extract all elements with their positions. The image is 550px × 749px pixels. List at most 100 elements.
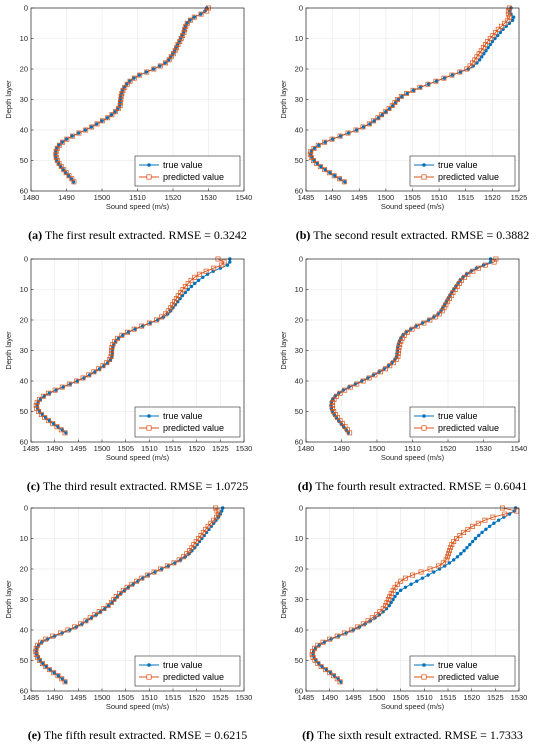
predicted-value-point [104, 360, 110, 366]
y-tick-label: 20 [295, 65, 303, 74]
predicted-value-point [146, 320, 152, 326]
predicted-value-point [342, 424, 348, 430]
caption-letter: (d) [297, 479, 313, 493]
true-value-point [163, 61, 167, 65]
series-group [33, 505, 225, 685]
predicted-value-point [410, 87, 416, 93]
true-value-point [353, 382, 358, 386]
y-tick-label: 0 [24, 255, 28, 264]
legend-marker-square [146, 174, 152, 180]
predicted-value-point [311, 145, 317, 151]
predicted-value-point [337, 176, 342, 182]
predicted-value-point [402, 575, 408, 581]
predicted-value-point [476, 265, 481, 271]
true-value-point [196, 278, 201, 283]
predicted-value-point [129, 581, 135, 587]
predicted-value-point [397, 341, 403, 347]
predicted-value-point [181, 29, 187, 35]
predicted-value-point [415, 323, 420, 329]
predicted-value-point [118, 100, 123, 105]
predicted-value-point [398, 93, 404, 99]
x-tick-label: 1490 [333, 444, 350, 453]
chart-caption: (b) The second result extracted. RMSE = … [275, 228, 550, 243]
caption-letter: (a) [28, 228, 43, 242]
x-tick-label: 1525 [212, 693, 229, 702]
true-value-point [395, 591, 400, 596]
predicted-value-point [35, 642, 41, 648]
predicted-value-point [337, 133, 343, 139]
predicted-value-point [58, 164, 64, 170]
predicted-value-point [108, 354, 114, 360]
true-value-point [189, 284, 194, 289]
predicted-value-point [80, 375, 86, 381]
x-tick-label: 1495 [345, 693, 362, 702]
predicted-value-point [144, 572, 150, 578]
predicted-value-point [53, 148, 59, 154]
y-tick-label: 40 [295, 626, 303, 635]
caption-text: The fourth result extracted. RMSE = 0.60… [312, 479, 528, 493]
true-value-point [193, 281, 197, 286]
predicted-value-point [443, 557, 449, 563]
predicted-value-point [410, 572, 415, 578]
legend-label: true value [438, 660, 478, 670]
true-value-point [418, 85, 423, 90]
true-value-point [442, 76, 447, 80]
predicted-value-point [427, 566, 433, 572]
x-tick-label: 1525 [487, 693, 504, 702]
true-value-point [76, 131, 81, 135]
predicted-value-point [360, 621, 366, 627]
x-tick-label: 1505 [404, 193, 421, 202]
x-tick-label: 1515 [457, 193, 474, 202]
axes-frame [305, 507, 520, 692]
predicted-value-point [341, 630, 347, 636]
x-tick-label: 1510 [416, 693, 433, 702]
predicted-value-point [34, 399, 40, 405]
predicted-value-point [52, 387, 58, 393]
true-value-point [328, 171, 332, 175]
legend-box [409, 655, 516, 687]
y-tick-label: 10 [20, 34, 28, 43]
y-tick-label: 30 [295, 95, 303, 104]
true-value-point [156, 318, 160, 322]
y-tick-label: 20 [295, 565, 303, 574]
predicted-value-point [436, 563, 441, 569]
predicted-value-point [53, 151, 59, 157]
legend-label: true value [163, 160, 203, 170]
true-value-point [405, 91, 409, 96]
axes-frame [305, 7, 520, 192]
legend: true value predicted value [409, 655, 516, 687]
true-value-point [100, 119, 104, 123]
true-value-point [447, 561, 452, 565]
legend-label: predicted value [438, 172, 499, 182]
legend: true value predicted value [409, 155, 516, 187]
predicted-value-point [330, 406, 336, 411]
y-tick-label: 0 [299, 4, 303, 13]
predicted-value-point [144, 69, 150, 75]
predicted-value-point [490, 32, 496, 38]
predicted-value-point [446, 551, 451, 557]
y-tick-label: 60 [20, 187, 28, 196]
legend-label: predicted value [438, 423, 499, 433]
true-value-point [420, 321, 425, 325]
x-tick-label: 1530 [236, 444, 253, 453]
predicted-value-point [334, 393, 339, 399]
true-value-point [317, 143, 321, 147]
predicted-value-point [383, 366, 388, 372]
predicted-value-point [105, 115, 111, 121]
predicted-value-point [355, 624, 361, 630]
y-tick-label: 40 [295, 377, 303, 386]
predicted-value-point [166, 57, 172, 63]
true-value-point [225, 263, 230, 267]
predicted-value-point [51, 670, 57, 676]
y-tick-label: 20 [20, 565, 28, 574]
true-value-point [434, 79, 439, 83]
predicted-value-point [37, 658, 42, 663]
predicted-value-point [63, 170, 69, 176]
predicted-value-point [427, 317, 433, 323]
predicted-value-point [360, 124, 366, 130]
y-axis-label: Depth layer [4, 80, 13, 119]
y-tick-label: 60 [295, 438, 303, 447]
predicted-value-point [187, 17, 193, 23]
predicted-value-point [387, 363, 393, 369]
true-value-point [333, 174, 337, 178]
